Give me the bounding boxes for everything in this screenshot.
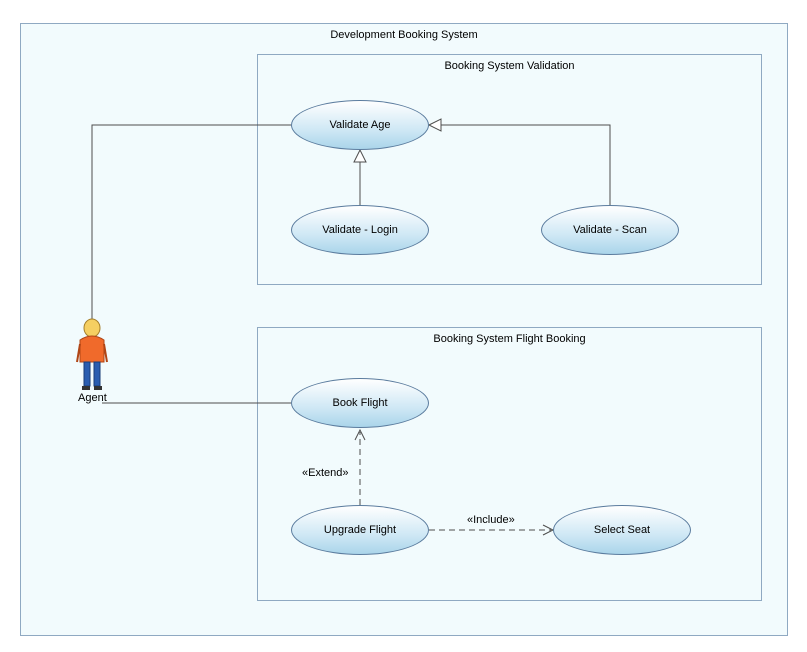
boundary-flight-title: Booking System Flight Booking (258, 333, 761, 345)
usecase-validate-age-label: Validate Age (330, 119, 391, 131)
edge-label-extend: «Extend» (302, 467, 348, 479)
usecase-select-seat-label: Select Seat (594, 524, 650, 536)
boundary-outer-title: Development Booking System (21, 29, 787, 41)
usecase-validate-login-label: Validate - Login (322, 224, 398, 236)
usecase-book-flight: Book Flight (291, 378, 429, 428)
usecase-upgrade-flight: Upgrade Flight (291, 505, 429, 555)
actor-label: Agent (78, 392, 107, 404)
usecase-validate-login: Validate - Login (291, 205, 429, 255)
diagram-canvas: Development Booking System Booking Syste… (0, 0, 807, 652)
usecase-book-flight-label: Book Flight (332, 397, 387, 409)
usecase-validate-scan-label: Validate - Scan (573, 224, 647, 236)
edge-label-include: «Include» (467, 514, 515, 526)
boundary-flight: Booking System Flight Booking (257, 327, 762, 601)
usecase-validate-scan: Validate - Scan (541, 205, 679, 255)
usecase-validate-age: Validate Age (291, 100, 429, 150)
usecase-upgrade-flight-label: Upgrade Flight (324, 524, 396, 536)
usecase-select-seat: Select Seat (553, 505, 691, 555)
boundary-validation-title: Booking System Validation (258, 60, 761, 72)
